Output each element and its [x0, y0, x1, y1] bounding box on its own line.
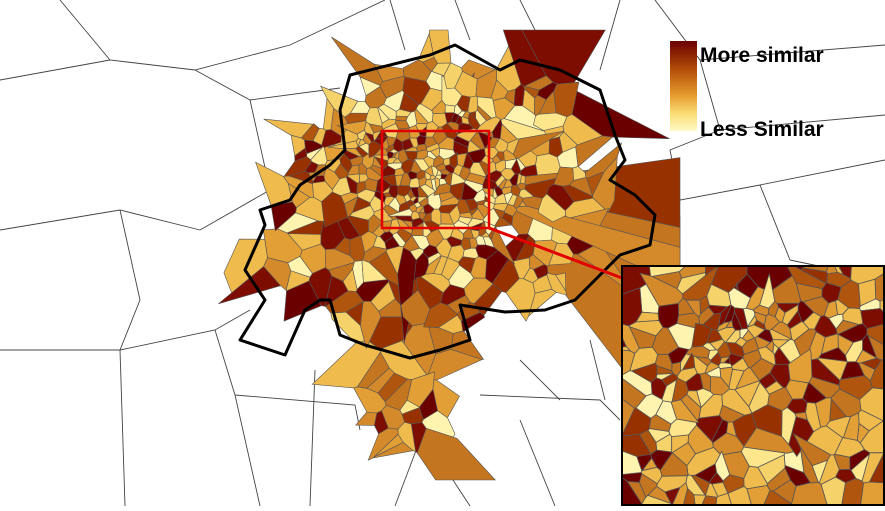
- inset-voronoi-cell: [861, 482, 885, 506]
- inset-voronoi-cell: [658, 303, 679, 328]
- voronoi-cell: [331, 37, 382, 86]
- zoom-inset-panel: [622, 266, 885, 506]
- inset-voronoi-cells: [622, 266, 885, 506]
- voronoi-cell: [256, 162, 293, 205]
- voronoi-cell: [417, 428, 495, 480]
- legend-low-label: Less Similar: [700, 118, 824, 141]
- voronoi-cell: [445, 105, 455, 113]
- legend-color-ramp: [670, 41, 697, 131]
- voronoi-cell: [356, 412, 377, 425]
- voronoi-cell-cluster: [218, 30, 680, 480]
- legend-high-label: More similar: [700, 44, 824, 67]
- similarity-legend: More similar Less Similar: [670, 41, 824, 141]
